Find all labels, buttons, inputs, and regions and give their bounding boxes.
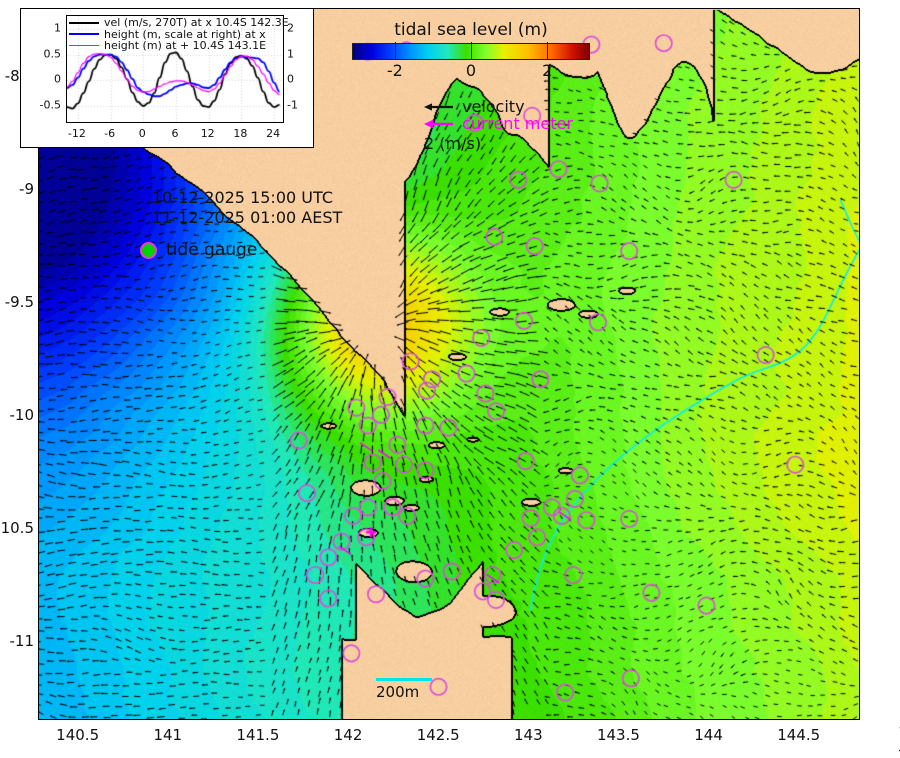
- inset-legend-item: height (m) at + 10.4S 143.1E: [69, 40, 289, 52]
- inset-canvas: [67, 16, 283, 122]
- colorbar-tick-label: 0: [465, 61, 477, 80]
- timestamp-block: 10-12-2025 15:00 UTC 11-12-2025 01:00 AE…: [152, 188, 342, 228]
- x-tick-label: 143: [513, 726, 543, 744]
- colorbar-notch: [394, 42, 396, 59]
- vector-key-current-meter-label: current meter: [462, 114, 573, 133]
- colorbar-notch: [547, 42, 549, 59]
- timestamp-utc: 10-12-2025 15:00 UTC: [152, 188, 333, 207]
- inset-legend: vel (m/s, 270T) at x 10.4S 142.3E height …: [69, 17, 289, 52]
- inset-xtick: -6: [104, 127, 116, 140]
- scale-bar-label: 200m: [376, 683, 420, 701]
- vector-key-current-meter: current meter: [424, 114, 573, 133]
- inset-ytick-right: -1: [287, 98, 298, 112]
- scale-bar-line: [376, 678, 432, 681]
- inset-xtick: 24: [266, 127, 281, 140]
- colorbar-tick-label: -2: [386, 61, 403, 80]
- x-tick-label: 140.5: [56, 726, 100, 744]
- y-tick-label: -9: [19, 179, 34, 198]
- x-tick-label: 144.5: [777, 726, 821, 744]
- colorbar-ticks: -2 0 2: [352, 42, 590, 80]
- legend-label: height (m) at + 10.4S 143.1E: [104, 39, 267, 52]
- inset-xtick: 18: [233, 127, 248, 140]
- legend-label: vel (m/s, 270T) at x 10.4S 142.3E: [104, 16, 289, 29]
- inset-ytick-left: -0.5: [39, 98, 61, 112]
- x-tick-label: 141: [153, 726, 183, 744]
- legend-line-swatch: [69, 21, 99, 24]
- vector-key-magnitude: 2 (m/s): [424, 134, 482, 153]
- colorbar-title: tidal sea level (m): [394, 20, 548, 40]
- y-tick-label: -10: [9, 405, 35, 424]
- inset-ytick-left: 1: [54, 21, 61, 35]
- y-tick-label: -9.5: [4, 292, 34, 311]
- inset-xtick: 0: [138, 127, 146, 140]
- y-tick-label: -11: [9, 631, 35, 650]
- vector-key-velocity: velocity: [424, 97, 573, 116]
- velocity-arrow-icon: [424, 102, 453, 111]
- inset-plot-area: [66, 15, 284, 123]
- timestamp-local: 11-12-2025 01:00 AEST: [152, 208, 343, 227]
- inset-ytick-right: 1: [287, 47, 294, 61]
- x-tick-label: 143.5: [596, 726, 640, 744]
- scale-bar: 200m: [376, 678, 432, 701]
- x-tick-label: 142: [333, 726, 363, 744]
- tide-gauge-label: tide gauge: [166, 240, 258, 260]
- inset-ytick-left: 0: [54, 72, 61, 86]
- tide-gauge-key: tide gauge: [140, 240, 257, 260]
- inset-ytick-left: 0.5: [43, 47, 62, 61]
- x-tick-label: 144: [694, 726, 723, 744]
- legend-line-swatch: [69, 33, 99, 36]
- y-tick-label: -10.5: [0, 518, 34, 537]
- legend-line-swatch: [69, 45, 99, 47]
- inset-xtick: 6: [171, 127, 179, 140]
- colorbar-group: tidal sea level (m) -2 0 2: [352, 20, 590, 80]
- vector-key-velocity-label: velocity: [462, 97, 525, 116]
- inset-xtick: 12: [200, 127, 215, 140]
- colorbar-notch: [471, 42, 472, 59]
- x-tick-label: 141.5: [236, 726, 280, 744]
- legend-label: height (m, scale at right) at x: [104, 27, 266, 41]
- inset-legend-item: vel (m/s, 270T) at x 10.4S 142.3E: [69, 17, 289, 29]
- x-tick-label: 142.5: [416, 726, 460, 744]
- inset-ytick-right: 2: [287, 21, 294, 35]
- inset-ytick-right: 0: [287, 72, 294, 86]
- inset-xtick: -12: [67, 127, 86, 140]
- colorbar-tick-label: 2: [542, 61, 553, 80]
- tide-gauge-marker-icon: [140, 241, 157, 259]
- inset-legend-item: height (m, scale at right) at x: [69, 27, 289, 41]
- current-meter-arrow-icon: [424, 119, 453, 128]
- vector-key: velocity current meter 2 (m/s): [424, 97, 573, 153]
- timeseries-inset[interactable]: vel (m/s, 270T) at x 10.4S 142.3E height …: [20, 8, 314, 148]
